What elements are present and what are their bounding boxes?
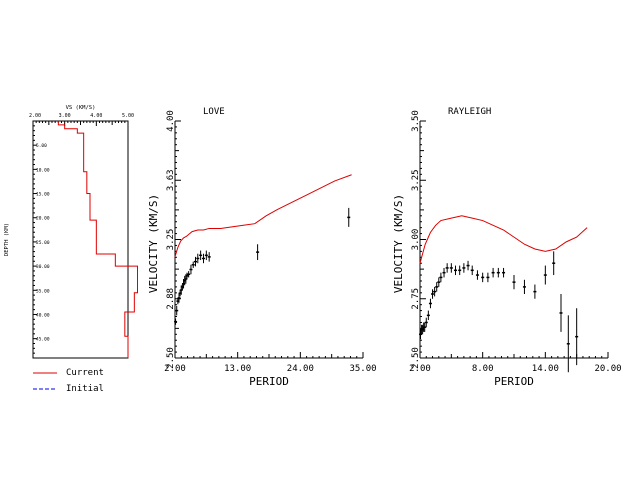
chart-title: RAYLEIGH [448,107,491,117]
y-tick-label: 15.00 [36,192,50,198]
x-tick-label: 14.00 [532,364,559,374]
y-tick-label: 25.00 [36,240,50,246]
chart-rayleigh: 2.50 2.75 3.00 3.25 3.50 2.00 8.00 14.00 20.00 PE… [392,107,622,388]
x-tick-label: 4.00 [90,113,102,119]
x-axis-label: VS (KM/S) [66,105,96,111]
x-tick-label: 2.00 [29,113,41,119]
vs-plot-frame [32,120,129,359]
y-axis-label: VELOCITY (KM/S) [147,194,160,293]
x-tick-label: 13.00 [224,364,251,374]
y-tick-label: 3.25 [166,229,176,251]
y-tick-label: 2.75 [411,288,421,310]
dispersion-current-line [419,215,588,264]
x-tick-label: 2.00 [164,364,186,374]
x-axis-label: PERIOD [249,375,289,388]
chart-title: LOVE [203,107,225,117]
vs-current-line [57,121,138,358]
y-tick-label: 45.00 [36,337,50,343]
y-tick-label: 5.00 [36,143,47,149]
dispersion-current-line [174,174,352,258]
x-tick-label: 24.00 [287,364,314,374]
y-tick-label: 35.00 [36,288,50,294]
x-tick-label: 35.00 [349,364,376,374]
x-axis-label: PERIOD [494,375,534,388]
x-tick-label: 2.00 [409,364,431,374]
y-tick-label: 2.88 [166,288,176,310]
y-tick-label: 3.50 [411,110,421,132]
y-axis-label: DEPTH (KM) [4,223,10,256]
y-tick-label: 3.25 [411,169,421,191]
legend-initial-label: Initial [66,384,104,394]
x-tick-label: 5.00 [122,113,134,119]
y-tick-label: 3.63 [166,169,176,191]
chart-vs-depth: 2.00 3.00 4.00 5.00 VS (KM/S) 5.00 10.00 15.00 2… [4,105,138,359]
y-tick-label: 2.50 [166,347,176,369]
chart-love: 2.50 2.88 3.25 3.63 4.00 2.00 13.00 24.00 35.00 P… [147,107,377,388]
y-tick-label: 20.00 [36,216,50,222]
x-tick-label: 3.00 [59,113,71,119]
x-tick-label: 8.00 [472,364,494,374]
y-tick-label: 3.00 [411,229,421,251]
y-tick-label: 30.00 [36,264,50,270]
legend: Current Initial [33,368,104,394]
y-tick-label: 10.00 [36,167,50,173]
y-axis-label: VELOCITY (KM/S) [392,194,405,293]
y-tick-label: 2.50 [411,347,421,369]
y-tick-label: 40.00 [36,312,50,318]
legend-current-label: Current [66,368,104,378]
y-tick-label: 4.00 [166,110,176,132]
x-tick-label: 20.00 [594,364,621,374]
